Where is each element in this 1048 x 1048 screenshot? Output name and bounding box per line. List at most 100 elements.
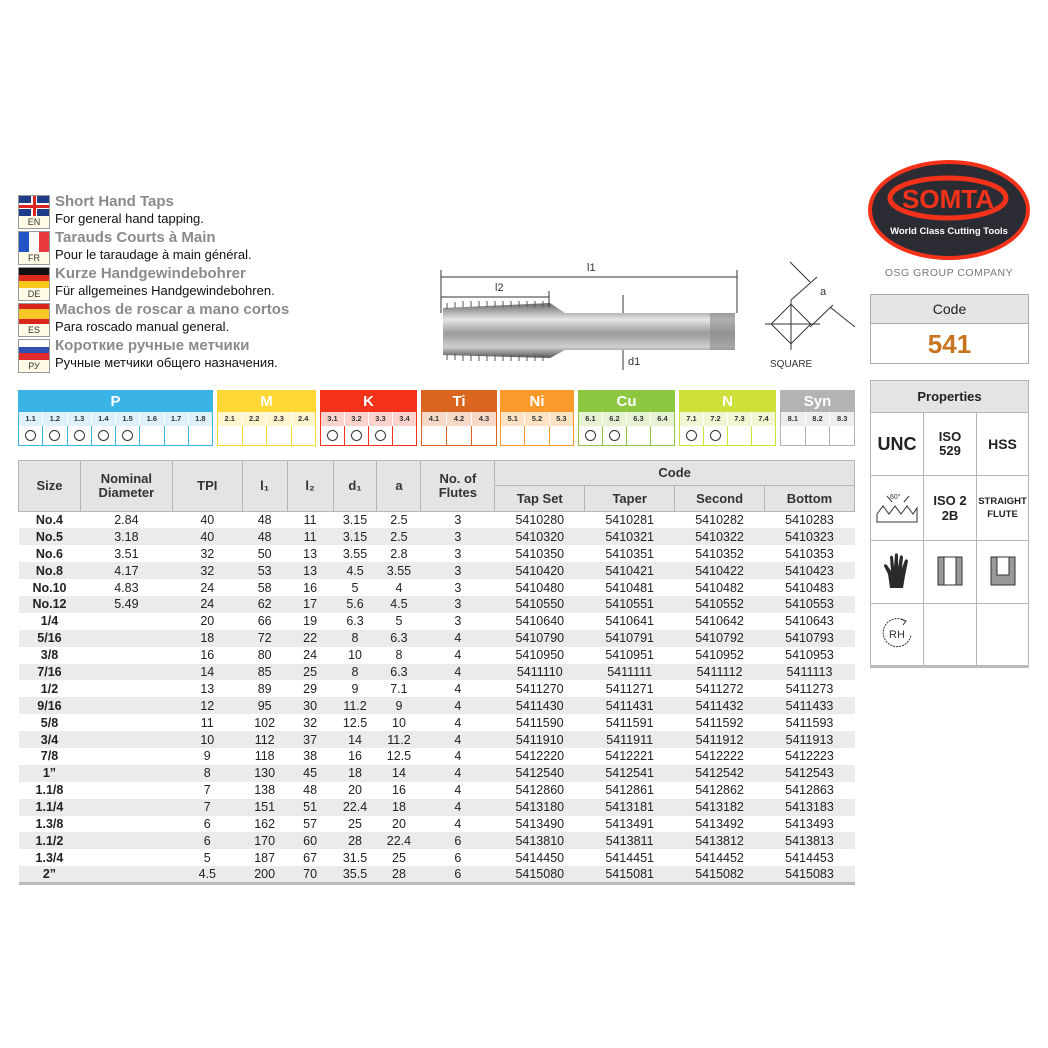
material-subgroup: 3.2	[345, 412, 369, 426]
product-subtitle: For general hand tapping.	[55, 211, 204, 226]
tap-set-code: 5410550	[494, 595, 585, 613]
second-code: 5415082	[674, 866, 765, 886]
material-subgroup: 5.3	[549, 412, 573, 426]
language-block: DE Kurze Handgewindebohrer Für allgemein…	[18, 265, 438, 301]
suitable-circle-icon	[686, 430, 697, 441]
tap-set-code: 5410420	[494, 562, 585, 580]
thread-profile-60-icon: 60°	[870, 475, 924, 541]
material-subgroup: 1.3	[67, 412, 92, 426]
flag-icon: РУ	[18, 339, 50, 373]
tpi: 40	[172, 528, 243, 546]
bottom-code: 5410793	[764, 629, 855, 647]
taper-code: 5411431	[584, 697, 675, 715]
nominal-diameter	[80, 832, 173, 850]
tap-set-code: 5411110	[494, 663, 585, 681]
flutes: 4	[454, 681, 462, 696]
d1: 18	[333, 764, 377, 782]
flutes: 4	[454, 783, 462, 798]
flutes: 3	[454, 513, 462, 528]
d1: 11.2	[333, 697, 377, 715]
tap-diagram: l1 l2 d1 a SQUARE	[440, 261, 856, 370]
tap-set-code: 5411590	[515, 715, 564, 730]
table-row: 3/4 10 112 37 14 11.2 4 5411910 5411911 5411912 54…	[18, 731, 855, 748]
size: No.6	[35, 546, 63, 561]
a: 7.1	[390, 681, 408, 696]
language-code: РУ	[19, 360, 49, 372]
a: 3.55	[376, 562, 421, 580]
a: 18	[376, 798, 421, 816]
right-hand-rotation-icon: RH	[870, 603, 924, 668]
bottom-code: 5413493	[785, 816, 834, 831]
a: 25	[392, 850, 406, 865]
tap-set-code: 5410280	[515, 513, 565, 528]
l1: 80	[257, 648, 272, 663]
suitability-cell	[651, 426, 674, 445]
standard: ISO 529	[923, 412, 977, 476]
material-label: Ni	[501, 391, 573, 412]
material-subgroup: 6.3	[627, 412, 651, 426]
code-box: Code 541	[870, 294, 1029, 364]
d1: 10	[348, 648, 362, 663]
col-l2: l₂	[286, 460, 334, 512]
bottom-code: 5410553	[764, 595, 855, 613]
tpi: 8	[172, 764, 243, 782]
material-group-ni: Ni 5.1 5.2 5.3	[500, 390, 574, 446]
l2: 45	[287, 764, 334, 782]
material-subgroup: 3.3	[369, 412, 393, 426]
suitability-cell	[422, 426, 447, 445]
col-l1: l₁	[241, 460, 288, 512]
suitability-cell	[525, 426, 550, 445]
taper-code: 5413181	[584, 798, 675, 816]
flutes: 4	[420, 663, 495, 681]
d1: 9	[351, 681, 359, 696]
bottom-code: 5413183	[764, 798, 855, 816]
l1-label: l1	[587, 262, 596, 274]
flutes: 6	[420, 832, 495, 850]
col-a: a	[376, 460, 422, 512]
second-code: 5410642	[695, 614, 744, 629]
l2-label: l2	[495, 282, 504, 294]
size: 9/16	[18, 697, 81, 715]
l2: 67	[303, 850, 318, 865]
tpi: 7	[203, 783, 211, 798]
material-subgroup: 3.4	[393, 412, 416, 426]
taper-code: 5412861	[605, 783, 654, 798]
properties-title: Properties	[870, 380, 1029, 413]
suitable-circle-icon	[49, 430, 61, 441]
size: No.8	[18, 562, 81, 580]
material-group-p: P 1.1 1.2 1.3 1.4 1.5 1.6 1.7 1.8	[18, 390, 213, 446]
suitability-cell	[116, 426, 141, 445]
suitability-cell	[501, 426, 526, 445]
suitability-cell	[67, 426, 92, 445]
tap-set-code: 5414450	[515, 850, 565, 865]
material-subgroup: 8.2	[805, 412, 831, 426]
tpi: 12	[172, 697, 243, 715]
material-subgroup: 1.1	[19, 412, 44, 426]
flutes: 3	[454, 580, 462, 595]
d1: 5.6	[333, 595, 377, 613]
bottom-code: 5410353	[785, 546, 834, 561]
second-code: 5411432	[674, 697, 765, 715]
l1: 48	[242, 528, 288, 546]
tap-set-code: 5410790	[494, 629, 585, 647]
a: 14	[376, 764, 421, 782]
material-group-cu: Cu 6.1 6.2 6.3 6.4	[578, 390, 675, 446]
d1: 25	[348, 816, 362, 831]
nominal-diameter: 3.18	[80, 528, 173, 546]
table-row: No.4 2.84 40 48 11 3.15 2.5 3 5410280 5410281 5410…	[19, 512, 855, 529]
tpi: 20	[200, 614, 215, 629]
taper-code: 5413491	[605, 816, 654, 831]
tpi: 5	[203, 850, 211, 865]
taper-code: 5411911	[584, 731, 675, 748]
a: 4.5	[376, 595, 421, 613]
material-subgroup: 8.3	[830, 412, 855, 426]
d1: 22.4	[333, 798, 377, 816]
nominal-diameter	[80, 798, 173, 816]
product-title: Kurze Handgewindebohrer	[55, 265, 246, 282]
product-title: Machos de roscar a mano cortos	[55, 301, 290, 318]
suitability-cell	[291, 426, 315, 445]
flute-type: STRAIGHT FLUTE	[976, 475, 1029, 541]
size: 7/8	[40, 749, 59, 764]
suitability-cell	[728, 426, 752, 445]
bottom-code: 5411913	[764, 731, 855, 748]
